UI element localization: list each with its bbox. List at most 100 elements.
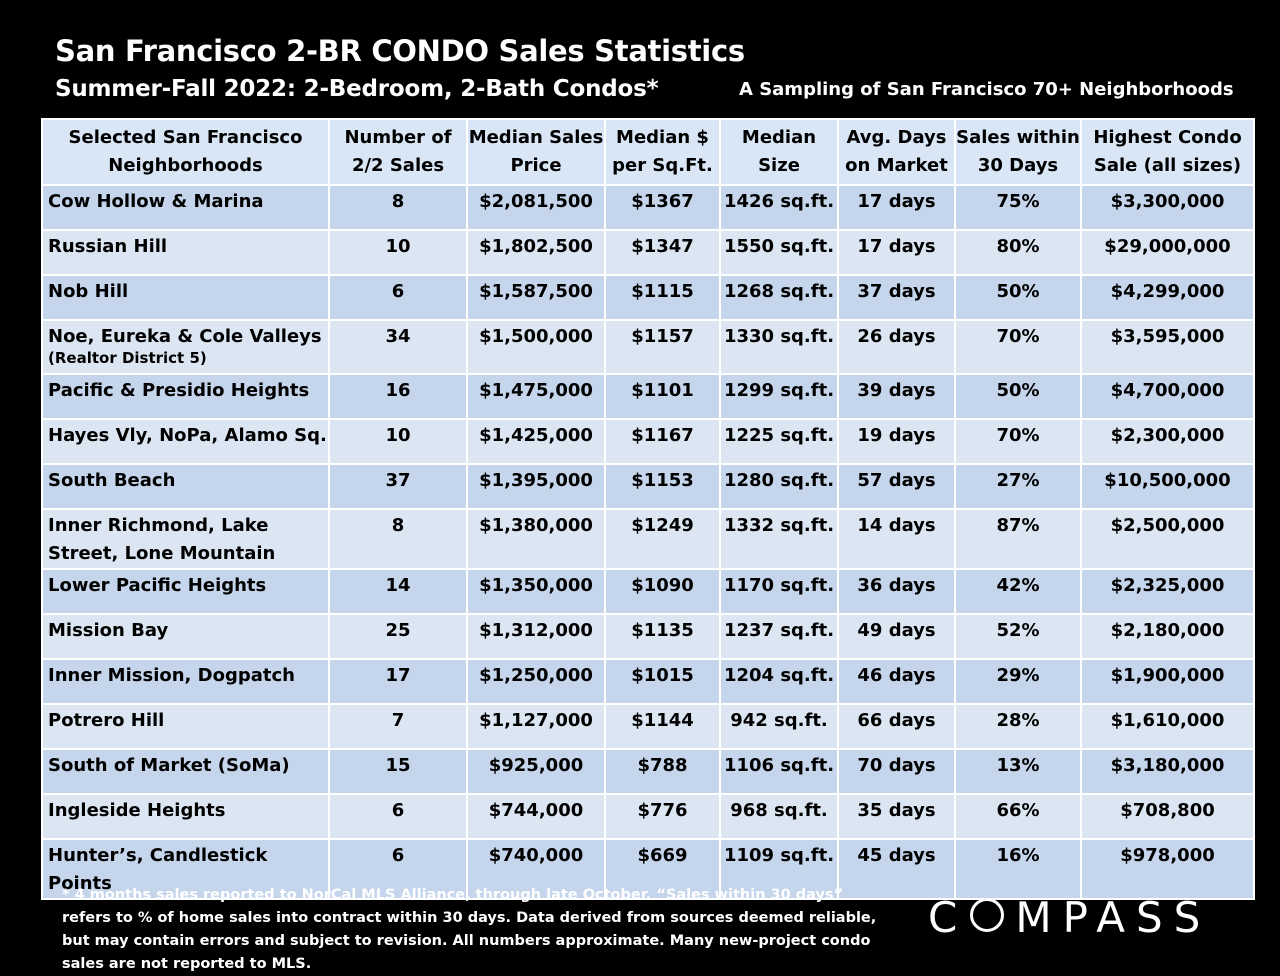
price-per-sqft-cell: $1167 (604, 418, 721, 465)
column-header: Number of 2/2 Sales (328, 118, 468, 186)
neighborhood-cell: Noe, Eureka & Cole Valleys (Realtor Dist… (41, 319, 330, 375)
sales-count-cell: 6 (328, 274, 468, 321)
table-header-row: Selected San Francisco Neighborhoods Num… (41, 118, 1255, 186)
sales-within-30-cell: 70% (954, 319, 1082, 375)
days-on-market-cell: 14 days (837, 508, 956, 570)
sales-count-cell: 17 (328, 658, 468, 705)
price-per-sqft-cell: $1157 (604, 319, 721, 375)
neighborhood-cell: South Beach (41, 463, 330, 510)
days-on-market-cell: 46 days (837, 658, 956, 705)
price-per-sqft-cell: $669 (604, 838, 721, 900)
sales-count-cell: 25 (328, 613, 468, 660)
highest-sale-cell: $10,500,000 (1080, 463, 1255, 510)
sales-within-30-cell: 50% (954, 373, 1082, 420)
median-price-cell: $1,127,000 (466, 703, 606, 750)
sales-within-30-cell: 16% (954, 838, 1082, 900)
median-size-cell: 1225 sq.ft. (719, 418, 839, 465)
table-row: South Beach 37 $1,395,000 $1153 1280 sq.… (41, 463, 1255, 510)
neighborhood-cell: Lower Pacific Heights (41, 568, 330, 615)
table-row: Pacific & Presidio Heights 16 $1,475,000… (41, 373, 1255, 420)
highest-sale-cell: $3,595,000 (1080, 319, 1255, 375)
sampling-note: A Sampling of San Francisco 70+ Neighbor… (739, 79, 1234, 100)
column-header: Median $ per Sq.Ft. (604, 118, 721, 186)
table-row: Mission Bay 25 $1,312,000 $1135 1237 sq.… (41, 613, 1255, 660)
median-size-cell: 942 sq.ft. (719, 703, 839, 750)
median-price-cell: $1,380,000 (466, 508, 606, 570)
median-size-cell: 1106 sq.ft. (719, 748, 839, 795)
highest-sale-cell: $1,610,000 (1080, 703, 1255, 750)
table-row: Lower Pacific Heights 14 $1,350,000 $109… (41, 568, 1255, 615)
days-on-market-cell: 66 days (837, 703, 956, 750)
sales-within-30-cell: 66% (954, 793, 1082, 840)
sales-count-cell: 15 (328, 748, 468, 795)
price-per-sqft-cell: $1101 (604, 373, 721, 420)
neighborhood-note: (Realtor District 5) (48, 349, 207, 367)
footnote: * 4 months sales reported to NorCal MLS … (62, 887, 877, 972)
price-per-sqft-cell: $1115 (604, 274, 721, 321)
median-price-cell: $1,500,000 (466, 319, 606, 375)
highest-sale-cell: $2,180,000 (1080, 613, 1255, 660)
table-row: Inner Richmond, Lake Street, Lone Mounta… (41, 508, 1255, 570)
sales-count-cell: 10 (328, 418, 468, 465)
median-price-cell: $2,081,500 (466, 184, 606, 231)
median-price-cell: $1,425,000 (466, 418, 606, 465)
neighborhood-name: Noe, Eureka & Cole Valleys (48, 326, 322, 347)
days-on-market-cell: 17 days (837, 229, 956, 276)
neighborhood-cell: Inner Mission, Dogpatch (41, 658, 330, 705)
price-per-sqft-cell: $788 (604, 748, 721, 795)
days-on-market-cell: 49 days (837, 613, 956, 660)
median-size-cell: 1280 sq.ft. (719, 463, 839, 510)
median-size-cell: 968 sq.ft. (719, 793, 839, 840)
highest-sale-cell: $2,300,000 (1080, 418, 1255, 465)
neighborhood-cell: Inner Richmond, Lake Street, Lone Mounta… (41, 508, 330, 570)
days-on-market-cell: 17 days (837, 184, 956, 231)
highest-sale-cell: $4,700,000 (1080, 373, 1255, 420)
table-row: Hayes Vly, NoPa, Alamo Sq. 10 $1,425,000… (41, 418, 1255, 465)
median-size-cell: 1109 sq.ft. (719, 838, 839, 900)
sales-within-30-cell: 42% (954, 568, 1082, 615)
median-size-cell: 1426 sq.ft. (719, 184, 839, 231)
price-per-sqft-cell: $1090 (604, 568, 721, 615)
price-per-sqft-cell: $1135 (604, 613, 721, 660)
sales-count-cell: 10 (328, 229, 468, 276)
price-per-sqft-cell: $1153 (604, 463, 721, 510)
median-price-cell: $925,000 (466, 748, 606, 795)
days-on-market-cell: 19 days (837, 418, 956, 465)
median-price-cell: $1,587,500 (466, 274, 606, 321)
price-per-sqft-cell: $776 (604, 793, 721, 840)
highest-sale-cell: $1,900,000 (1080, 658, 1255, 705)
table-row: Hunter’s, Candlestick Points 6 $740,000 … (41, 838, 1255, 900)
sales-count-cell: 37 (328, 463, 468, 510)
median-size-cell: 1299 sq.ft. (719, 373, 839, 420)
median-size-cell: 1170 sq.ft. (719, 568, 839, 615)
days-on-market-cell: 35 days (837, 793, 956, 840)
median-price-cell: $1,350,000 (466, 568, 606, 615)
neighborhood-cell: Russian Hill (41, 229, 330, 276)
compass-logo-mark: C MPASS (928, 892, 1212, 942)
neighborhood-cell: Hunter’s, Candlestick Points (41, 838, 330, 900)
table-row: Inner Mission, Dogpatch 17 $1,250,000 $1… (41, 658, 1255, 705)
neighborhood-cell: Potrero Hill (41, 703, 330, 750)
median-price-cell: $1,250,000 (466, 658, 606, 705)
column-header: Selected San Francisco Neighborhoods (41, 118, 330, 186)
days-on-market-cell: 70 days (837, 748, 956, 795)
neighborhood-cell: South of Market (SoMa) (41, 748, 330, 795)
sales-count-cell: 34 (328, 319, 468, 375)
highest-sale-cell: $2,500,000 (1080, 508, 1255, 570)
median-size-cell: 1330 sq.ft. (719, 319, 839, 375)
sales-within-30-cell: 27% (954, 463, 1082, 510)
highest-sale-cell: $4,299,000 (1080, 274, 1255, 321)
median-price-cell: $1,395,000 (466, 463, 606, 510)
days-on-market-cell: 39 days (837, 373, 956, 420)
column-header: Median Size (719, 118, 839, 186)
page-subtitle: Summer-Fall 2022: 2-Bedroom, 2-Bath Cond… (55, 76, 659, 102)
median-price-cell: $1,802,500 (466, 229, 606, 276)
sales-within-30-cell: 29% (954, 658, 1082, 705)
sales-count-cell: 8 (328, 184, 468, 231)
sales-count-cell: 6 (328, 793, 468, 840)
price-per-sqft-cell: $1249 (604, 508, 721, 570)
sales-count-cell: 8 (328, 508, 468, 570)
sales-count-cell: 7 (328, 703, 468, 750)
compass-logo: C MPASS (928, 892, 1212, 942)
median-size-cell: 1268 sq.ft. (719, 274, 839, 321)
